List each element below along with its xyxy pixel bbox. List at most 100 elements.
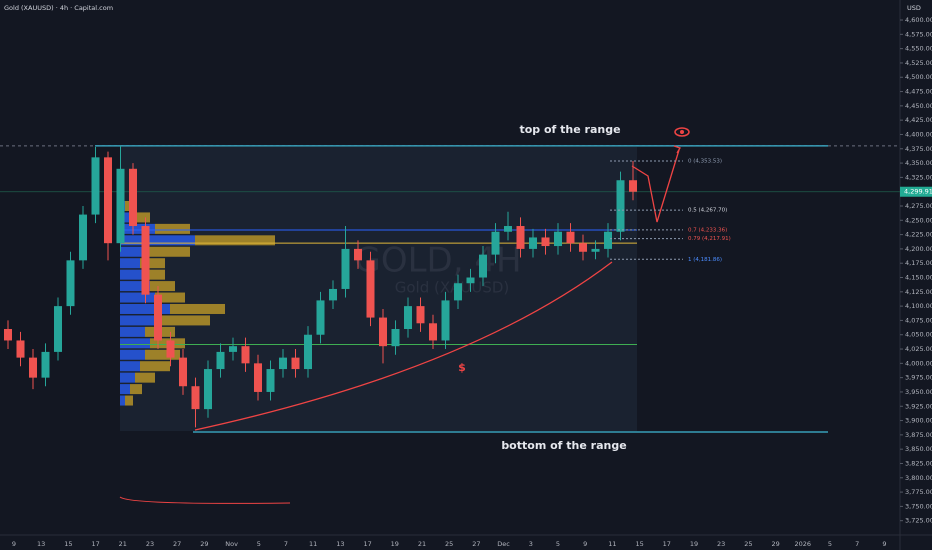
volume-down bbox=[140, 258, 165, 269]
fib-label: 0.79 (4,217.91) bbox=[688, 236, 731, 242]
candle-body bbox=[341, 248, 350, 289]
candle-body bbox=[629, 180, 637, 192]
candle-body bbox=[241, 346, 250, 364]
y-tick-label: 4,025.00 bbox=[905, 345, 932, 353]
x-tick-label: 7 bbox=[284, 540, 288, 548]
volume-down bbox=[130, 384, 142, 395]
candle-body bbox=[516, 226, 525, 249]
x-tick-label: 11 bbox=[309, 540, 317, 548]
candle-body bbox=[279, 357, 287, 370]
x-tick-label: 19 bbox=[391, 540, 399, 548]
candle-body bbox=[466, 277, 475, 284]
y-tick-label: 4,200.00 bbox=[905, 245, 932, 253]
x-tick-label: 27 bbox=[472, 540, 480, 548]
candle-body bbox=[616, 180, 625, 232]
fib-label: 0.5 (4,267.70) bbox=[688, 208, 727, 214]
x-tick-label: 23 bbox=[717, 540, 725, 548]
projection-arrow bbox=[631, 149, 680, 223]
x-tick-label: 11 bbox=[608, 540, 616, 548]
candle-body bbox=[554, 231, 562, 247]
x-tick-label: 27 bbox=[173, 540, 181, 548]
y-tick-label: 4,500.00 bbox=[905, 73, 932, 81]
volume-up bbox=[120, 315, 160, 326]
y-tick-label: 3,825.00 bbox=[905, 459, 932, 467]
stray-curve bbox=[119, 496, 291, 504]
volume-down bbox=[140, 361, 170, 372]
candle-body bbox=[416, 306, 425, 324]
candle-body bbox=[4, 329, 12, 341]
volume-up bbox=[120, 281, 150, 292]
volume-down bbox=[155, 223, 190, 234]
candle-body bbox=[179, 357, 187, 387]
y-tick-label: 4,600.00 bbox=[905, 16, 932, 24]
x-tick-label: 21 bbox=[418, 540, 426, 548]
volume-up bbox=[120, 235, 195, 246]
annotation-dollar: $ bbox=[458, 361, 466, 374]
x-tick-label: Nov bbox=[225, 540, 238, 548]
volume-up bbox=[120, 258, 140, 269]
x-tick-label: Dec bbox=[497, 540, 510, 548]
volume-down bbox=[145, 269, 165, 280]
volume-down bbox=[145, 349, 180, 360]
candle-body bbox=[229, 346, 237, 352]
annotation-bottom: bottom of the range bbox=[501, 439, 626, 452]
last-price-label: 4,299.91 bbox=[904, 188, 932, 196]
candle-body bbox=[266, 369, 275, 392]
y-tick-label: 3,750.00 bbox=[905, 502, 932, 510]
volume-down bbox=[195, 235, 275, 246]
x-tick-label: 9 bbox=[882, 540, 886, 548]
candle-body bbox=[79, 214, 87, 261]
fib-label: 1 (4,181.86) bbox=[688, 257, 722, 263]
candle-body bbox=[116, 168, 125, 244]
candle-body bbox=[479, 254, 487, 278]
fib-label: 0 (4,353.53) bbox=[688, 159, 722, 165]
candle-body bbox=[579, 243, 587, 252]
volume-down bbox=[170, 303, 225, 314]
candle-body bbox=[591, 248, 600, 252]
candle-body bbox=[166, 340, 175, 358]
x-tick-label: 25 bbox=[744, 540, 752, 548]
candle-body bbox=[441, 300, 450, 341]
candle-body bbox=[29, 357, 37, 378]
y-tick-label: 4,125.00 bbox=[905, 288, 932, 296]
volume-up bbox=[120, 303, 170, 314]
y-tick-label: 4,000.00 bbox=[905, 359, 932, 367]
candle-body bbox=[604, 231, 612, 249]
x-tick-label: 17 bbox=[363, 540, 371, 548]
candle-body bbox=[66, 260, 75, 307]
y-tick-label: 4,575.00 bbox=[905, 30, 932, 38]
x-tick-label: 13 bbox=[336, 540, 344, 548]
candle-body bbox=[429, 323, 437, 341]
last-price-tag bbox=[900, 186, 932, 197]
candle-body bbox=[16, 340, 25, 358]
candle-body bbox=[291, 357, 300, 370]
y-tick-label: 3,875.00 bbox=[905, 431, 932, 439]
x-tick-label: 3 bbox=[529, 540, 533, 548]
x-tick-label: 13 bbox=[37, 540, 45, 548]
y-tick-label: 4,075.00 bbox=[905, 316, 932, 324]
y-tick-label: 3,800.00 bbox=[905, 474, 932, 482]
y-tick-label: 3,975.00 bbox=[905, 374, 932, 382]
volume-up bbox=[120, 384, 130, 395]
volume-up bbox=[120, 223, 155, 234]
x-tick-label: 5 bbox=[556, 540, 560, 548]
candle-body bbox=[204, 369, 212, 410]
x-tick-label: 29 bbox=[200, 540, 208, 548]
candle-body bbox=[529, 237, 537, 249]
y-tick-label: 4,375.00 bbox=[905, 145, 932, 153]
candle-body bbox=[254, 363, 262, 392]
volume-down bbox=[160, 315, 210, 326]
support-curve bbox=[194, 261, 613, 431]
chart-title: Gold (XAUUSD) · 4h · Capital.com bbox=[4, 4, 113, 12]
y-tick-label: 4,275.00 bbox=[905, 202, 932, 210]
x-tick-label: 15 bbox=[64, 540, 72, 548]
candle-body bbox=[391, 329, 400, 347]
volume-up bbox=[120, 361, 140, 372]
y-tick-label: 4,250.00 bbox=[905, 216, 932, 224]
x-tick-label: 9 bbox=[583, 540, 587, 548]
volume-up bbox=[120, 338, 150, 349]
x-tick-label: 5 bbox=[828, 540, 832, 548]
x-tick-label: 19 bbox=[690, 540, 698, 548]
annotation-top: top of the range bbox=[519, 123, 620, 136]
y-tick-label: 4,425.00 bbox=[905, 116, 932, 124]
